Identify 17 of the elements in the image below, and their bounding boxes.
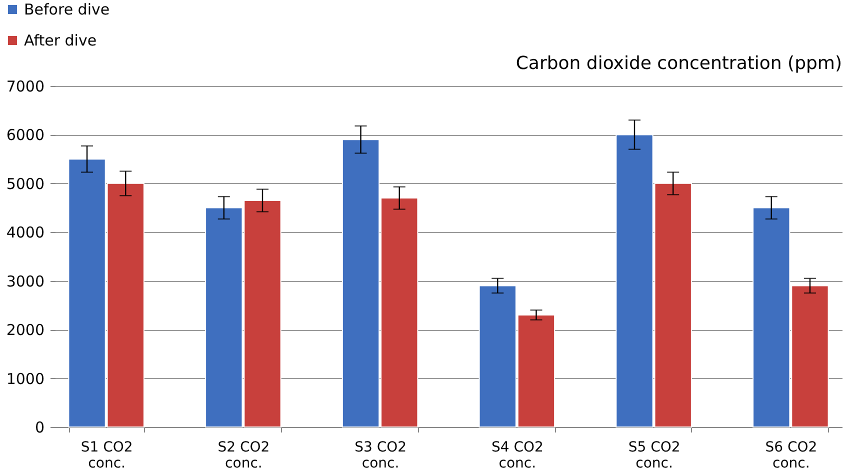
y-tick-label: 0 xyxy=(34,418,44,436)
x-tick-label: S6 CO2 conc. xyxy=(765,440,818,472)
y-tick-label: 6000 xyxy=(6,126,44,144)
y-tick-label: 4000 xyxy=(6,224,44,242)
x-tick-label: S3 CO2 conc. xyxy=(354,440,407,472)
x-tick-label: S4 CO2 conc. xyxy=(491,440,544,472)
y-tick-label: 3000 xyxy=(6,272,44,290)
chart-title: Carbon dioxide concentration (ppm) xyxy=(516,53,842,74)
y-tick-label: 5000 xyxy=(6,174,44,193)
y-tick-label: 2000 xyxy=(6,321,44,340)
legend-label: Before dive xyxy=(24,0,110,18)
x-tick-label: S5 CO2 conc. xyxy=(628,440,680,472)
y-tick-label: 1000 xyxy=(6,370,44,388)
y-tick-label: 7000 xyxy=(6,78,44,96)
legend-label: After dive xyxy=(24,32,97,50)
x-tick-label: S2 CO2 conc. xyxy=(218,440,270,472)
x-tick-label: S1 CO2 conc. xyxy=(80,440,133,472)
